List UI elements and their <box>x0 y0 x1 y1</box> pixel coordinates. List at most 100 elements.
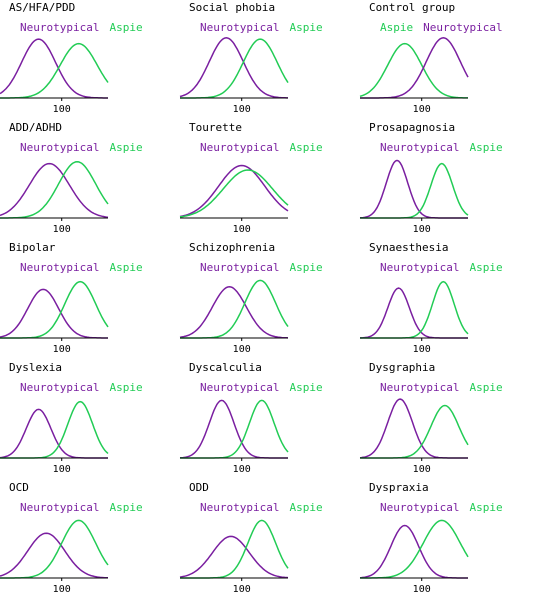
chart-plot: 100 <box>179 37 289 115</box>
chart-panel: Dyscalculia Neurotypical Aspie 100 <box>179 360 360 480</box>
chart-plot: 100 <box>0 519 109 595</box>
chart-title: Dysgraphia <box>369 361 436 374</box>
chart-legend: Neurotypical Aspie <box>20 141 153 154</box>
chart-title: Social phobia <box>189 1 276 14</box>
chart-plot: 100 <box>359 519 469 595</box>
chart-title: ODD <box>189 481 209 494</box>
x-tick-label: 100 <box>413 464 431 475</box>
chart-panel: Prosapagnosia Neurotypical Aspie 100 <box>359 120 540 240</box>
chart-plot: 100 <box>359 37 469 115</box>
x-tick-label: 100 <box>233 104 251 115</box>
series-line <box>180 519 289 579</box>
chart-panel: Tourette Neurotypical Aspie 100 <box>179 120 360 240</box>
legend-entry: Aspie <box>289 261 323 274</box>
legend-entry: Neurotypical <box>380 501 460 514</box>
legend-entry: Aspie <box>109 501 143 514</box>
series-line <box>180 399 289 459</box>
x-tick-label: 100 <box>53 104 71 115</box>
chart-legend: Aspie Neurotypical <box>380 21 513 34</box>
chart-title: Dyscalculia <box>189 361 262 374</box>
x-tick-label: 100 <box>233 584 251 595</box>
chart-legend: Neurotypical Aspie <box>20 261 153 274</box>
chart-title: Synaesthesia <box>369 241 449 254</box>
x-tick-label: 100 <box>413 224 431 235</box>
legend-entry: Aspie <box>289 21 323 34</box>
legend-entry: Neurotypical <box>20 381 100 394</box>
series-line <box>179 286 289 339</box>
legend-entry: Neurotypical <box>200 141 280 154</box>
legend-entry: Aspie <box>289 381 323 394</box>
legend-entry: Aspie <box>469 381 503 394</box>
x-tick-label: 100 <box>53 224 71 235</box>
series-line <box>0 280 109 339</box>
legend-entry: Aspie <box>109 21 143 34</box>
chart-legend: Neurotypical Aspie <box>380 261 513 274</box>
series-line <box>179 164 289 218</box>
chart-plot: 100 <box>0 38 109 115</box>
legend-entry: Neurotypical <box>380 381 460 394</box>
chart-panel: Schizophrenia Neurotypical Aspie 100 <box>179 240 360 360</box>
chart-title: Dyspraxia <box>369 481 429 494</box>
chart-title: Tourette <box>189 121 242 134</box>
legend-entry: Aspie <box>289 501 323 514</box>
legend-entry: Neurotypical <box>380 261 460 274</box>
series-line <box>359 524 468 579</box>
chart-title: OCD <box>9 481 29 494</box>
series-line <box>180 38 289 99</box>
legend-entry: Aspie <box>289 141 323 154</box>
chart-legend: Neurotypical Aspie <box>380 141 513 154</box>
legend-entry: Aspie <box>109 141 143 154</box>
x-tick-label: 100 <box>53 344 71 355</box>
chart-title: Control group <box>369 1 456 14</box>
legend-entry: Neurotypical <box>20 21 100 34</box>
chart-plot: 100 <box>179 279 289 355</box>
series-line <box>360 519 469 579</box>
x-tick-label: 100 <box>233 464 251 475</box>
legend-entry: Neurotypical <box>20 261 100 274</box>
legend-entry: Neurotypical <box>200 381 280 394</box>
chart-plot: 100 <box>179 399 289 475</box>
chart-legend: Neurotypical Aspie <box>200 381 333 394</box>
chart-panel: Dyslexia Neurotypical Aspie 100 <box>0 360 180 480</box>
chart-panel: Synaesthesia Neurotypical Aspie 100 <box>360 240 540 360</box>
series-line <box>359 42 468 99</box>
chart-legend: Neurotypical Aspie <box>20 501 153 514</box>
chart-legend: Neurotypical Aspie <box>20 381 153 394</box>
legend-entry: Aspie <box>469 141 503 154</box>
series-line <box>0 408 108 459</box>
legend-entry: Aspie <box>469 261 503 274</box>
legend-entry: Neurotypical <box>200 261 280 274</box>
chart-panel: ADD/ADHD Neurotypical Aspie 100 <box>0 120 180 240</box>
legend-entry: Neurotypical <box>200 501 280 514</box>
chart-legend: Neurotypical Aspie <box>20 21 153 34</box>
chart-plot: 100 <box>359 159 469 235</box>
chart-title: Prosapagnosia <box>369 121 456 134</box>
series-line <box>179 169 289 218</box>
chart-panel: Control group Aspie Neurotypical 100 <box>359 0 540 120</box>
legend-entry: Neurotypical <box>20 501 100 514</box>
chart-plot: 100 <box>0 400 109 475</box>
chart-panel: ODD Neurotypical Aspie 100 <box>179 480 360 600</box>
legend-entry: Aspie <box>109 261 143 274</box>
chart-title: Dyslexia <box>9 361 62 374</box>
legend-entry: Aspie <box>469 501 503 514</box>
legend-entry: Neurotypical <box>380 141 460 154</box>
chart-panel: Dyspraxia Neurotypical Aspie 100 <box>359 480 540 600</box>
chart-legend: Neurotypical Aspie <box>200 261 333 274</box>
series-line <box>359 159 468 219</box>
series-line <box>179 37 288 99</box>
series-line <box>0 38 108 99</box>
x-tick-label: 100 <box>53 584 71 595</box>
chart-plot: 100 <box>0 280 109 355</box>
legend-entry: Aspie <box>380 21 414 34</box>
chart-plot: 100 <box>360 280 469 355</box>
chart-title: AS/HFA/PDD <box>9 1 76 14</box>
x-tick-label: 100 <box>53 464 71 475</box>
series-line <box>0 160 109 219</box>
x-tick-label: 100 <box>413 584 431 595</box>
chart-panel: OCD Neurotypical Aspie 100 <box>0 480 180 600</box>
chart-title: Bipolar <box>9 241 56 254</box>
legend-entry: Aspie <box>109 381 143 394</box>
chart-panel: Social phobia Neurotypical Aspie 100 <box>179 0 360 120</box>
x-tick-label: 100 <box>233 224 251 235</box>
